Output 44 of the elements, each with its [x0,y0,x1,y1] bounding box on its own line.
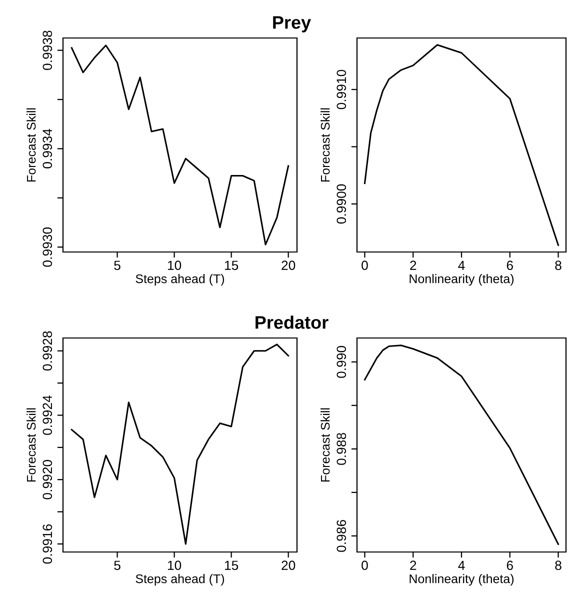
line-series [364,344,560,545]
y-axis-title: Forecast Skill [320,408,330,482]
y-tick-label: 0.9900 [336,184,346,224]
y-tick-label: 0.9930 [42,227,52,267]
y-tick-label: 0.9916 [42,524,52,564]
x-tick-label: 4 [458,560,465,570]
x-tick-label: 10 [168,260,182,270]
chart-title: Predator [256,316,328,329]
x-axis-title: Steps ahead (T) [136,274,224,286]
x-tick-label: 0 [362,260,368,270]
x-tick-label: 5 [114,560,120,570]
y-tick-label: 0.9920 [42,460,52,500]
y-axis-title: Forecast Skill [26,408,36,482]
line-series [70,344,290,545]
x-tick-label: 15 [224,260,238,270]
x-tick-label: 8 [555,560,562,570]
x-tick-label: 6 [506,260,513,270]
x-tick-label: 15 [224,560,238,570]
x-axis-title: Steps ahead (T) [136,574,224,586]
x-tick-label: 20 [282,560,296,570]
x-axis-title: Nonlinearity (theta) [410,274,514,286]
x-tick-label: 20 [282,260,296,270]
chart-title: Prey [273,16,311,32]
x-tick-label: 2 [410,260,416,270]
y-tick-label: 0.9924 [42,395,52,435]
x-tick-label: 4 [458,260,465,270]
y-tick-label: 0.986 [336,520,346,552]
x-tick-label: 6 [506,560,513,570]
x-tick-label: 10 [168,560,182,570]
y-tick-label: 0.9928 [42,331,52,371]
x-axis-title: Nonlinearity (theta) [410,574,514,586]
x-tick-label: 2 [410,560,416,570]
y-tick-label: 0.9910 [336,70,346,110]
line-series [70,44,290,246]
x-tick-label: 5 [114,260,120,270]
y-tick-label: 0.9938 [42,30,52,70]
x-tick-label: 8 [555,260,562,270]
y-axis-title: Forecast Skill [26,108,36,182]
y-tick-label: 0.990 [336,346,346,378]
y-tick-label: 0.988 [336,432,346,465]
y-tick-label: 0.9934 [42,128,52,168]
line-series [364,44,560,246]
x-tick-label: 0 [362,560,368,570]
y-axis-title: Forecast Skill [320,108,330,182]
